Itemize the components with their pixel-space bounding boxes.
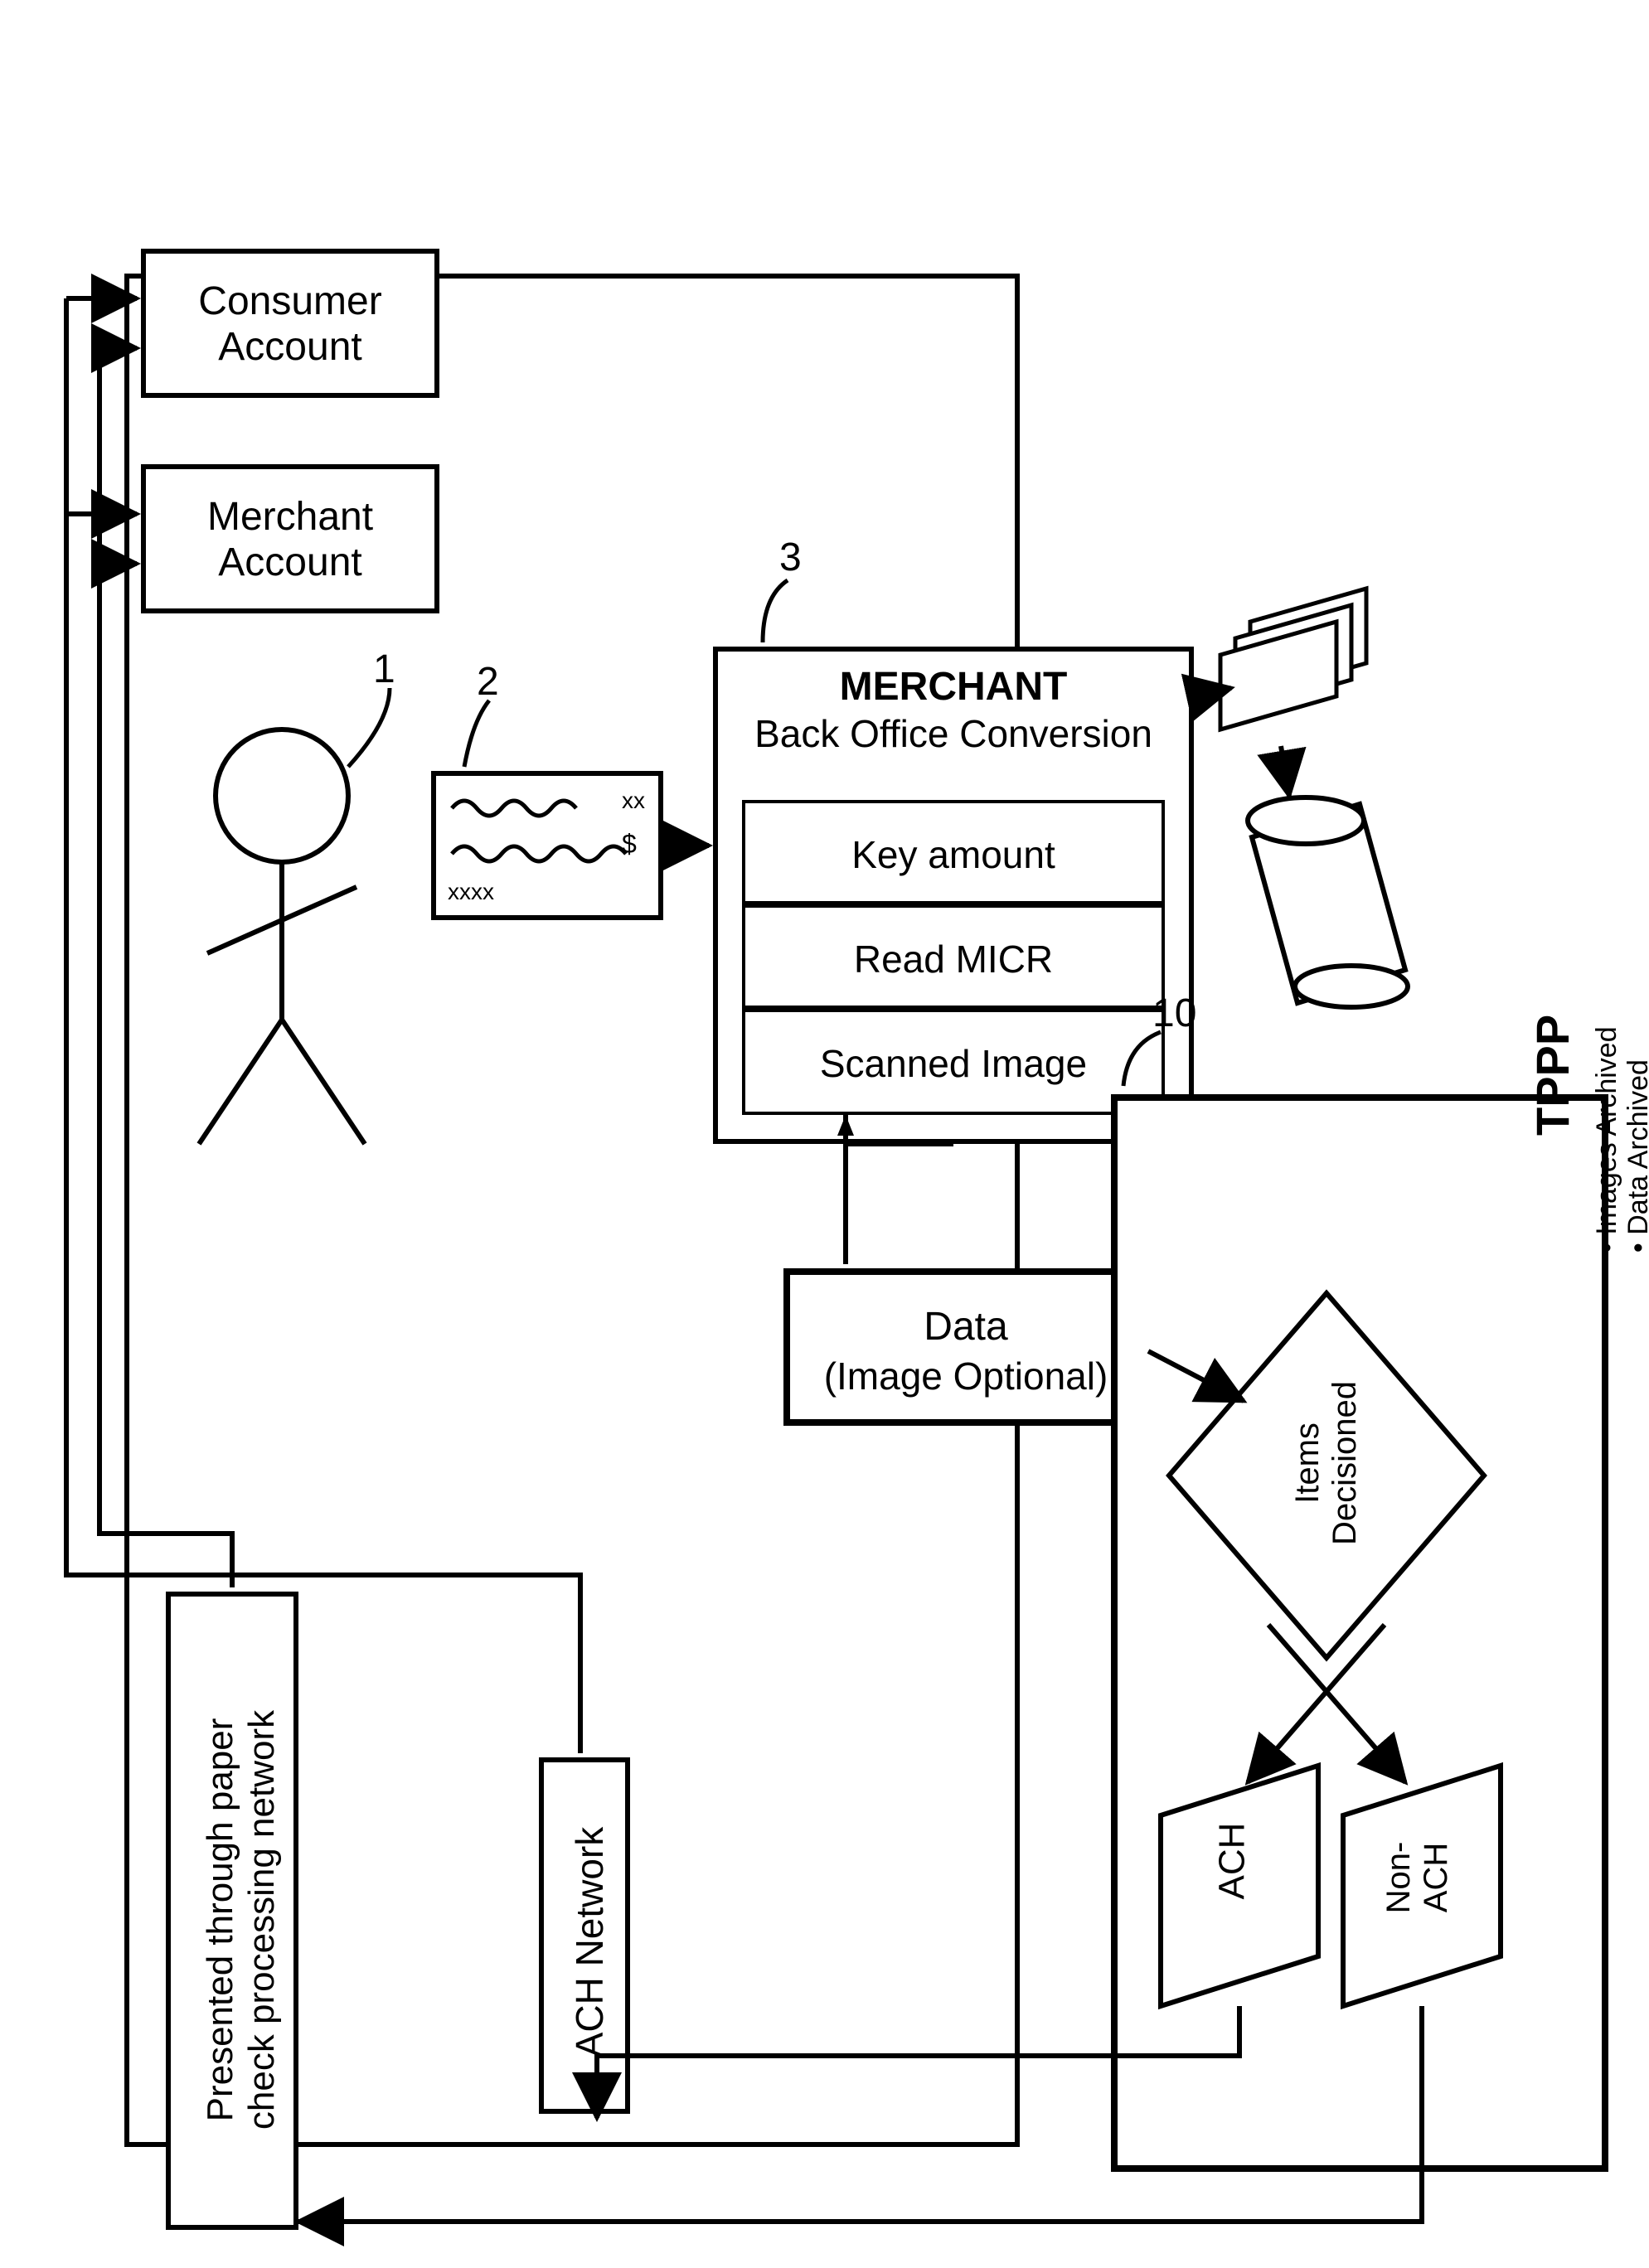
arrows <box>0 0 1649 2268</box>
